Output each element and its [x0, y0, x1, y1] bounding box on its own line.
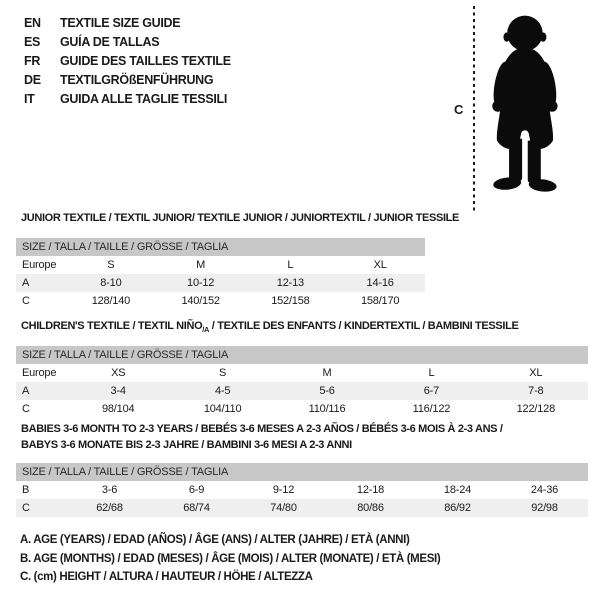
- table-cell: 12-18: [356, 484, 385, 496]
- row-label: B: [22, 484, 30, 496]
- table-cell: 152/158: [271, 295, 310, 307]
- table-cell: 8-10: [100, 277, 122, 289]
- section-title: BABIES 3-6 MONTH TO 2-3 YEARS / BEBÉS 3-…: [21, 422, 503, 453]
- language-row: DE TEXTILGRÖßENFÜHRUNG: [24, 71, 231, 90]
- table-cell: 18-24: [443, 484, 472, 496]
- row-label: Europe: [22, 367, 57, 379]
- language-row: ES GUÍA DE TALLAS: [24, 33, 231, 52]
- table-cell: 116/122: [412, 403, 451, 415]
- table-cell: 80/86: [357, 502, 384, 514]
- height-label: C: [454, 102, 464, 117]
- language-guide-title: GUÍA DE TALLAS: [60, 35, 160, 49]
- language-row: FR GUIDE DES TAILLES TEXTILE: [24, 52, 231, 71]
- table-cell: 158/170: [360, 295, 400, 307]
- section-title: JUNIOR TEXTILE / TEXTIL JUNIOR/ TEXTILE …: [21, 211, 459, 227]
- table-cell: 110/116: [308, 403, 346, 415]
- table-row: A 3-4 4-5 5-6 6-7 7-8: [16, 382, 588, 400]
- language-guide-title: TEXTILE SIZE GUIDE: [60, 16, 181, 30]
- table-cell: 68/74: [183, 502, 210, 514]
- language-row: IT GUIDA ALLE TAGLIE TESSILI: [24, 90, 231, 109]
- table-cell: XL: [373, 259, 387, 271]
- table-row: C 98/104 104/110 110/116 116/122 122/128: [16, 400, 588, 418]
- section-title-text: JUNIOR TEXTILE / TEXTIL JUNIOR/ TEXTILE …: [21, 212, 460, 224]
- table-cell: 3-4: [110, 385, 127, 397]
- table-header-bar: SIZE / TALLA / TAILLE / GRÖSSE / TAGLIA: [16, 346, 588, 364]
- baby-silhouette-icon: [492, 15, 558, 192]
- footnotes: A. AGE (YEARS) / EDAD (AÑOS) / ÂGE (ANS)…: [20, 531, 441, 587]
- section-title-text: BABYS 3-6 MONATE BIS 2-3 JAHRE / BAMBINI…: [21, 438, 352, 451]
- table-cell: 74/80: [270, 502, 297, 514]
- language-guide-title: TEXTILGRÖßENFÜHRUNG: [60, 73, 214, 87]
- table-cell: 24-36: [530, 484, 559, 496]
- row-label: C: [22, 502, 30, 514]
- table-cell: 92/98: [531, 502, 558, 514]
- table-cell: L: [428, 367, 435, 379]
- footnote-line: B. AGE (MONTHS) / EDAD (MESES) / ÂGE (MO…: [20, 552, 441, 565]
- table-cell: L: [287, 259, 294, 271]
- table-cell: 98/104: [101, 403, 135, 415]
- footnote-line: A. AGE (YEARS) / EDAD (AÑOS) / ÂGE (ANS)…: [20, 534, 410, 546]
- table-cell: 122/128: [516, 403, 556, 415]
- section-title-text: /A: [202, 325, 210, 335]
- size-table: SIZE / TALLA / TAILLE / GRÖSSE / TAGLIA E…: [16, 346, 588, 418]
- table-row: Europe XS S M L XL: [16, 364, 588, 382]
- table-cell: 140/152: [181, 295, 220, 307]
- language-code: IT: [24, 92, 35, 106]
- section-title-text: BABIES 3-6 MONTH TO 2-3 YEARS / BEBÉS 3-…: [21, 423, 503, 435]
- language-title-list: EN TEXTILE SIZE GUIDE ES GUÍA DE TALLAS FR GU…: [24, 14, 231, 109]
- table-cell: XS: [111, 367, 126, 379]
- table-cell: 4-5: [214, 385, 231, 397]
- table-cell: 6-7: [423, 385, 440, 397]
- row-label: A: [22, 277, 30, 289]
- table-cell: 62/68: [96, 502, 123, 514]
- table-cell: 10-12: [187, 277, 215, 289]
- section-title-line: CHILDREN'S TEXTILE / TEXTIL NIÑO/A / TEX…: [21, 319, 519, 338]
- language-code: ES: [24, 35, 41, 49]
- footnote-line: C. (cm) HEIGHT / ALTURA / HAUTEUR / HÖHE…: [20, 571, 313, 583]
- table-header-bar: SIZE / TALLA / TAILLE / GRÖSSE / TAGLIA: [16, 463, 588, 481]
- section-title-line: BABYS 3-6 MONATE BIS 2-3 JAHRE / BAMBINI…: [21, 438, 503, 454]
- section-title-text: / TEXTILE DES ENFANTS / KINDERTEXTIL / B…: [209, 320, 519, 332]
- language-guide-title: GUIDA ALLE TAGLIE TESSILI: [60, 92, 228, 106]
- table-cell: 3-6: [101, 484, 118, 496]
- table-row: Europe S M L XL: [16, 256, 425, 274]
- row-label: C: [22, 403, 30, 415]
- language-guide-title: GUIDE DES TAILLES TEXTILE: [60, 54, 231, 68]
- height-figure: C: [450, 4, 598, 216]
- table-cell: 5-6: [319, 385, 335, 397]
- language-code: DE: [24, 73, 41, 87]
- table-cell: S: [107, 259, 115, 271]
- table-row: B 3-6 6-9 9-12 12-18 18-24 24-36: [16, 481, 588, 499]
- table-cell: S: [219, 367, 227, 379]
- size-table: SIZE / TALLA / TAILLE / GRÖSSE / TAGLIA E…: [16, 238, 425, 310]
- table-cell: XL: [529, 367, 543, 379]
- row-label: C: [22, 295, 30, 307]
- section-title-line: JUNIOR TEXTILE / TEXTIL JUNIOR/ TEXTILE …: [21, 211, 459, 227]
- table-header-bar: SIZE / TALLA / TAILLE / GRÖSSE / TAGLIA: [16, 238, 425, 256]
- table-cell: 86/92: [444, 502, 471, 514]
- language-row: EN TEXTILE SIZE GUIDE: [24, 14, 231, 33]
- table-cell: 7-8: [528, 385, 544, 397]
- table-cell: 9-12: [272, 484, 295, 496]
- table-row: C 128/140 140/152 152/158 158/170: [16, 292, 425, 310]
- table-cell: 104/110: [203, 403, 242, 415]
- size-table: SIZE / TALLA / TAILLE / GRÖSSE / TAGLIA B…: [16, 463, 588, 517]
- table-row: C 62/68 68/74 74/80 80/86 86/92 92/98: [16, 499, 588, 517]
- row-label: A: [22, 385, 30, 397]
- table-cell: 14-16: [366, 277, 394, 289]
- table-cell: M: [196, 259, 206, 271]
- height-measure-line-icon: [473, 6, 475, 212]
- language-code: FR: [24, 54, 41, 68]
- table-cell: M: [322, 367, 332, 379]
- table-cell: 12-13: [276, 277, 304, 289]
- section-title-line: BABIES 3-6 MONTH TO 2-3 YEARS / BEBÉS 3-…: [21, 422, 503, 438]
- section-title: CHILDREN'S TEXTILE / TEXTIL NIÑO/A / TEX…: [21, 319, 519, 338]
- table-row: A 8-10 10-12 12-13 14-16: [16, 274, 425, 292]
- table-cell: 128/140: [91, 295, 131, 307]
- table-cell: 6-9: [188, 484, 205, 496]
- language-code: EN: [24, 16, 41, 30]
- row-label: Europe: [22, 259, 57, 271]
- section-title-text: CHILDREN'S TEXTILE / TEXTIL NIÑO: [21, 320, 203, 332]
